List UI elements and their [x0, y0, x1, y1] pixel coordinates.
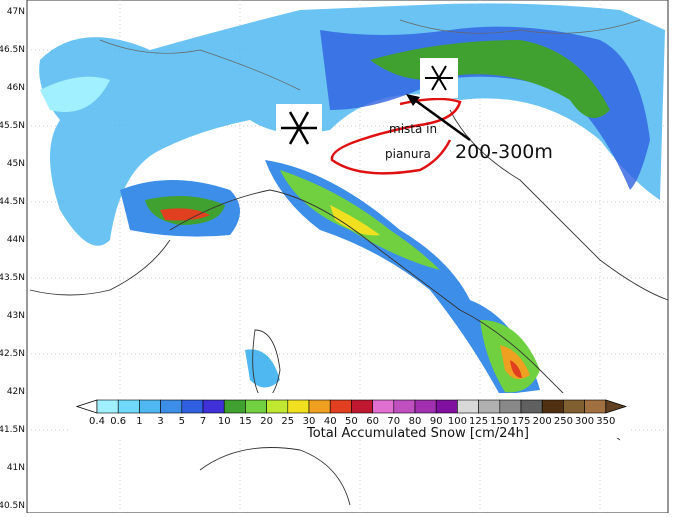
latitude-label: 41N [7, 463, 25, 473]
colorbar-swatch [245, 399, 267, 414]
colorbar-swatch [584, 399, 607, 414]
colorbar-label: 25 [281, 416, 294, 427]
colorbar-swatch [351, 399, 373, 414]
latitude-label: 45N [7, 159, 25, 169]
colorbar-swatch [329, 399, 352, 414]
colorbar-label: 15 [239, 416, 252, 427]
colorbar-swatch [287, 399, 310, 414]
colorbar-swatch [181, 399, 204, 414]
colorbar-swatch [372, 399, 395, 414]
colorbar-swatch [541, 399, 564, 414]
latitude-label: 46N [7, 83, 25, 93]
colorbar-label: 300 [575, 416, 594, 427]
latitude-label: 43.5N [0, 273, 25, 283]
colorbar-label: 50 [345, 416, 358, 427]
colorbar-label: 100 [448, 416, 467, 427]
map-area [26, 0, 669, 514]
colorbar-label: 175 [511, 416, 530, 427]
colorbar-label: 0.4 [89, 416, 105, 427]
annotation-text: pianura [385, 147, 431, 161]
colorbar-swatch [96, 399, 119, 414]
colorbar-label: 10 [218, 416, 231, 427]
colorbar-label: 30 [303, 416, 316, 427]
colorbar-swatch [223, 399, 246, 414]
latitude-label: 45.5N [0, 121, 25, 131]
colorbar-label: 20 [260, 416, 273, 427]
annotation-text: 200-300m [455, 141, 553, 163]
colorbar-label: 80 [409, 416, 422, 427]
latitude-label: 41.5N [0, 425, 25, 435]
colorbar-label: 40 [324, 416, 337, 427]
latitude-label: 47N [7, 7, 25, 17]
colorbar-title: Total Accumulated Snow [cm/24h] [306, 426, 529, 441]
colorbar-label: 125 [469, 416, 488, 427]
latitude-label: 46.5N [0, 45, 25, 55]
latitude-label: 44N [7, 235, 25, 245]
colorbar-swatch [563, 399, 585, 414]
colorbar-label: 200 [533, 416, 552, 427]
latitude-label: 43N [7, 311, 25, 321]
colorbar-swatch [266, 399, 289, 414]
annotation-text: mista in [389, 122, 437, 136]
latitude-label: 42.5N [0, 349, 25, 359]
colorbar-swatch [160, 399, 183, 414]
colorbar-swatch [520, 399, 543, 414]
colorbar-swatch [139, 399, 161, 414]
colorbar-swatch [414, 399, 437, 414]
colorbar-label: 7 [200, 416, 206, 427]
colorbar-label: 350 [596, 416, 615, 427]
colorbar-swatch [393, 399, 416, 414]
latitude-label: 44.5N [0, 197, 25, 207]
snowflake-icon [276, 104, 322, 152]
colorbar-swatch [202, 399, 225, 414]
colorbar-swatch [499, 399, 522, 414]
colorbar-label: 1 [136, 416, 142, 427]
snowflake-icon [420, 58, 458, 98]
colorbar-swatch [117, 399, 140, 414]
colorbar-label: 250 [554, 416, 573, 427]
annotation-arrow [411, 96, 471, 142]
colorbar-label: 150 [490, 416, 509, 427]
latitude-label: 42N [7, 387, 25, 397]
colorbar-label: 0.6 [110, 416, 126, 427]
colorbar-swatch [457, 399, 479, 414]
colorbar-arrow [605, 399, 628, 414]
colorbar-label: 60 [366, 416, 379, 427]
colorbar-label: 5 [179, 416, 185, 427]
colorbar-swatch [478, 399, 501, 414]
colorbar-swatch [435, 399, 458, 414]
colorbar-label: 90 [430, 416, 443, 427]
colorbar-swatch [308, 399, 331, 414]
colorbar-label: 3 [157, 416, 163, 427]
latitude-label: 40.5N [0, 501, 25, 511]
colorbar-label: 70 [387, 416, 400, 427]
